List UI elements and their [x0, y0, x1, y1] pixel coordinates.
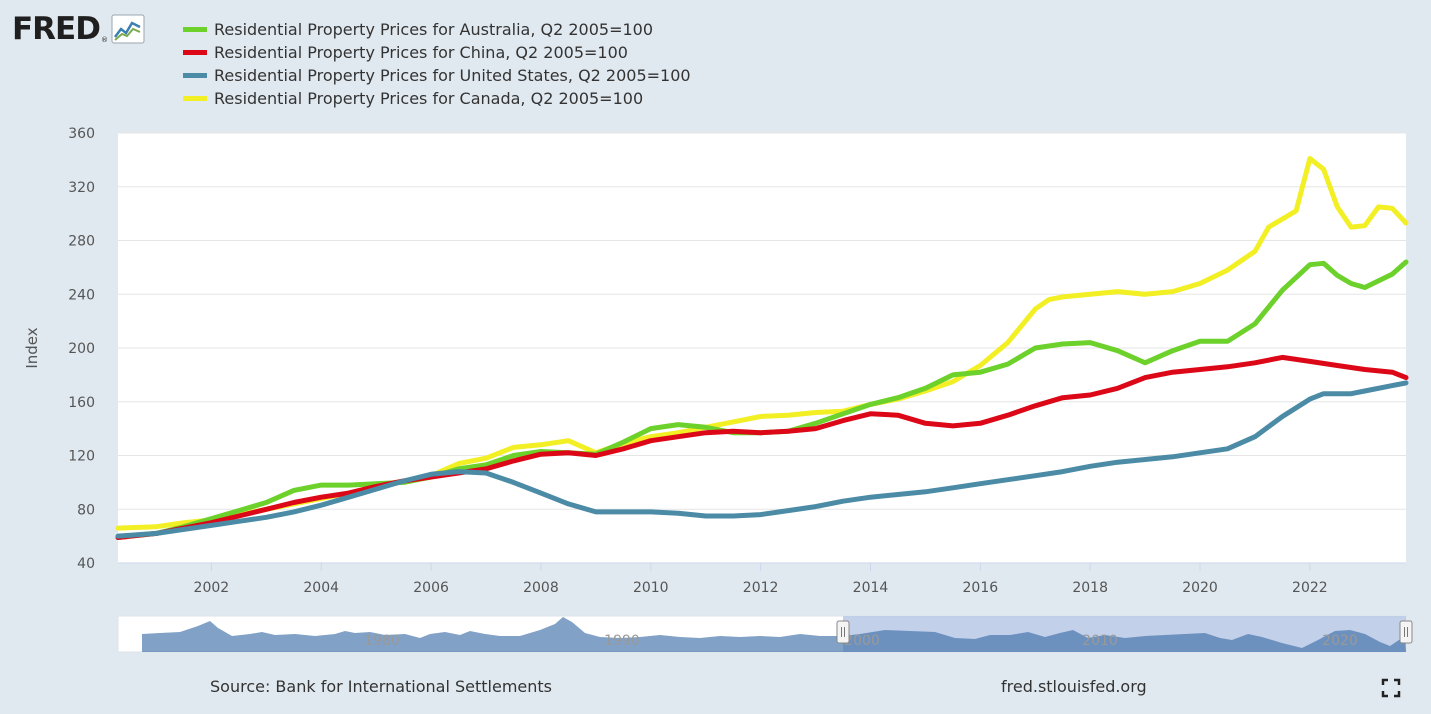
range-navigator[interactable]: 1980 1990 2000 2010 2020	[117, 615, 1413, 653]
series-line-2[interactable]	[115, 354, 1409, 540]
y-tick-label: 40	[77, 556, 95, 572]
navigator-label: 2010	[1082, 633, 1118, 649]
navigator-series-area	[142, 617, 1406, 652]
x-tick-label: 2018	[1072, 580, 1108, 596]
y-tick-label: 360	[68, 126, 95, 142]
y-tick-label: 320	[68, 180, 95, 196]
y-tick-label: 280	[68, 234, 95, 250]
x-tick-label: 2004	[303, 580, 339, 596]
legend-swatch-china	[183, 50, 207, 55]
data-series	[115, 156, 1409, 540]
legend-swatch-united-states	[183, 73, 207, 78]
x-tick-label: 2016	[963, 580, 999, 596]
navigator-labels: 1980 1990 2000 2010 2020	[364, 633, 1358, 649]
graph-icon	[111, 14, 145, 44]
y-tick-label: 200	[68, 341, 95, 357]
chart-legend: Residential Property Prices for Australi…	[183, 18, 691, 110]
navigator-label: 2020	[1322, 633, 1358, 649]
x-tick-label: 2010	[633, 580, 669, 596]
x-tick-label: 2020	[1182, 580, 1218, 596]
y-tick-label: 120	[68, 449, 95, 465]
legend-item-united-states[interactable]: Residential Property Prices for United S…	[183, 64, 691, 87]
y-axis-label: Index	[23, 327, 41, 368]
legend-item-canada[interactable]: Residential Property Prices for Canada, …	[183, 87, 691, 110]
legend-item-china[interactable]: Residential Property Prices for China, Q…	[183, 41, 691, 64]
navigator-handle-left[interactable]	[836, 620, 850, 644]
x-tick-label: 2022	[1292, 580, 1328, 596]
y-tick-label: 160	[68, 395, 95, 411]
x-tick-label: 2012	[743, 580, 779, 596]
site-link[interactable]: fred.stlouisfed.org	[1001, 677, 1147, 696]
x-tick-label: 2008	[523, 580, 559, 596]
source-note: Source: Bank for International Settlemen…	[210, 677, 553, 696]
grid-lines	[118, 132, 1406, 510]
legend-label-australia: Residential Property Prices for Australi…	[214, 20, 654, 39]
navigator-label: 1980	[364, 633, 400, 649]
x-tick-label: 2002	[194, 580, 230, 596]
legend-swatch-canada	[183, 96, 207, 101]
x-tick-label: 2006	[413, 580, 449, 596]
logo-text: FRED	[12, 11, 101, 47]
legend-label-china: Residential Property Prices for China, Q…	[214, 43, 628, 62]
navigator-label: 1990	[604, 633, 640, 649]
fullscreen-icon[interactable]	[1381, 678, 1401, 698]
navigator-label: 2000	[844, 633, 880, 649]
logo-registered-mark: ®	[100, 36, 108, 44]
y-tick-label: 80	[77, 502, 95, 518]
y-tick-label: 240	[68, 287, 95, 303]
series-line-3[interactable]	[115, 380, 1409, 539]
legend-label-canada: Residential Property Prices for Canada, …	[214, 89, 644, 108]
y-axis: 40 80 120 160 200 240 280 320 360	[68, 126, 95, 572]
x-axis: 2002 2004 2006 2008 2010 2012 2014 2016 2018 2020…	[118, 562, 1406, 596]
legend-swatch-australia	[183, 27, 207, 32]
series-line-1[interactable]	[115, 259, 1409, 540]
legend-item-australia[interactable]: Residential Property Prices for Australi…	[183, 18, 691, 41]
legend-label-united-states: Residential Property Prices for United S…	[214, 66, 691, 85]
navigator-handle-right[interactable]	[1399, 620, 1413, 644]
x-tick-label: 2014	[853, 580, 889, 596]
fred-logo[interactable]: FRED ®	[12, 12, 145, 48]
